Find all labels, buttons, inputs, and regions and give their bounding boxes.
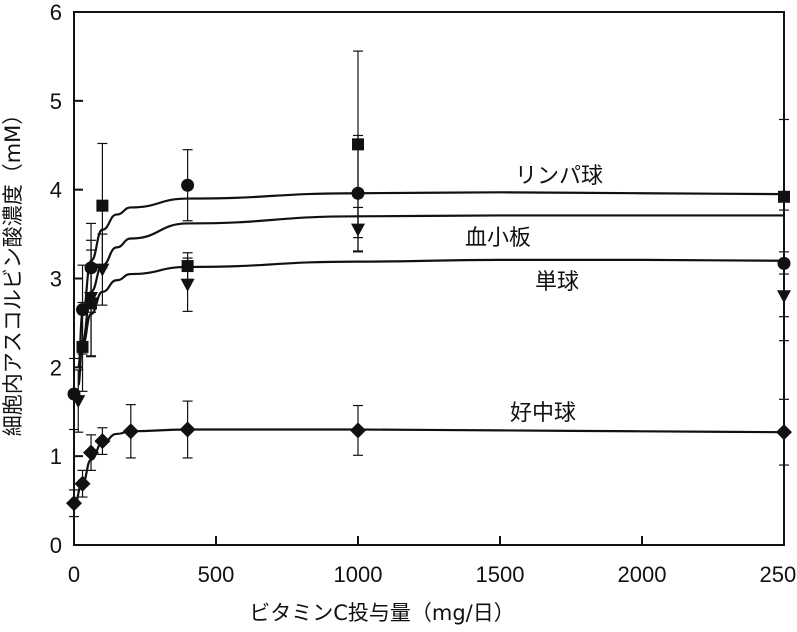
series-2-point-4 [352,138,364,151]
series-2-point-1 [85,297,98,310]
series-1-point-2 [95,263,110,277]
series-1-point-4 [351,223,365,237]
series-0-label: リンパ球 [515,164,603,189]
x-tick-label: 500 [198,562,235,587]
series-2-label: 単球 [535,270,579,295]
y-tick-label: 2 [50,355,62,380]
series-1-fit-curve [77,214,784,387]
series-3-point-0 [66,495,82,512]
data-markers [66,138,792,512]
series-3-point-4 [122,423,139,440]
series-0-point-5 [777,256,791,270]
x-tick-label: 2000 [618,562,667,587]
y-axis-label: 細胞内アスコルビン酸濃度（mM） [1,104,25,437]
series-3-point-1 [74,475,91,492]
y-tick-label: 6 [50,0,62,25]
y-tick-label: 1 [50,444,62,469]
fit-curves [73,191,785,507]
series-3-point-2 [83,444,100,461]
series-1-point-3 [180,278,195,292]
series-0-point-3 [181,178,195,192]
y-tick-label: 4 [50,178,62,203]
x-tick-label: 0 [68,562,80,587]
y-tick-label: 3 [50,267,62,292]
x-axis-label: ビタミンC投与量（mg/日） [249,601,515,625]
series-0-point-2 [84,261,98,275]
series-3-fit-curve [73,428,785,507]
y-tick-label: 0 [50,533,62,558]
series-3-point-3 [94,433,111,450]
series-2-fit-curve [81,258,785,347]
plot-frame [73,11,785,546]
series-3-point-7 [776,424,792,441]
series-2-point-2 [96,199,109,212]
series-3-point-5 [179,421,196,438]
labels: ビタミンC投与量（mg/日） 細胞内アスコルビン酸濃度（mM） リンパ球血小板単… [1,104,603,625]
series-2-point-3 [181,260,194,273]
y-tick-label: 5 [50,89,62,114]
series-1-point-5 [777,290,791,304]
x-tick-label: 1000 [334,562,383,587]
series-2-point-5 [778,190,790,203]
series-3-point-6 [350,422,366,439]
series-0-point-4 [351,186,365,200]
series-1-label: 血小板 [465,226,531,251]
series-1-point-0 [71,395,86,409]
x-tick-label: 1500 [476,562,525,587]
error-bars [69,50,789,518]
series-2-point-0 [76,340,89,353]
series-3-label: 好中球 [510,401,576,426]
